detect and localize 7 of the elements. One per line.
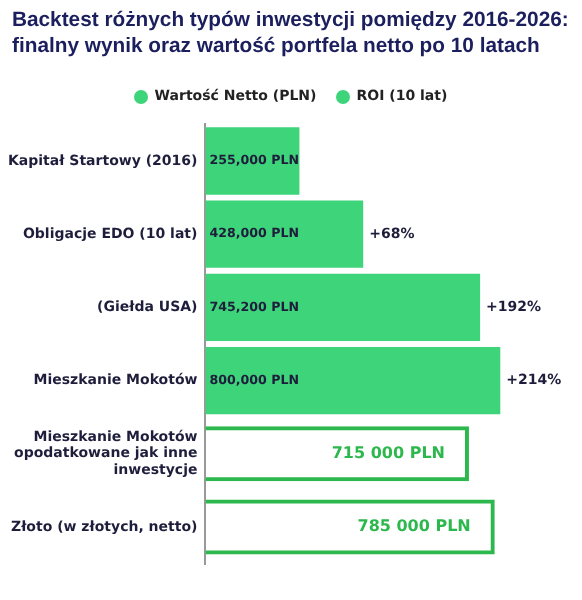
data-label: 715 000 PLN — [331, 443, 445, 462]
bar — [205, 273, 481, 342]
bar — [205, 200, 364, 268]
bar — [205, 127, 300, 195]
bar — [205, 346, 501, 415]
chart-title: Backtest różnych typów inwestycji pomiędzy 2016-2026: finalny wynik oraz wartość portfela netto po 10 latach — [10, 8, 571, 60]
data-label: 785 000 PLN — [357, 517, 471, 536]
